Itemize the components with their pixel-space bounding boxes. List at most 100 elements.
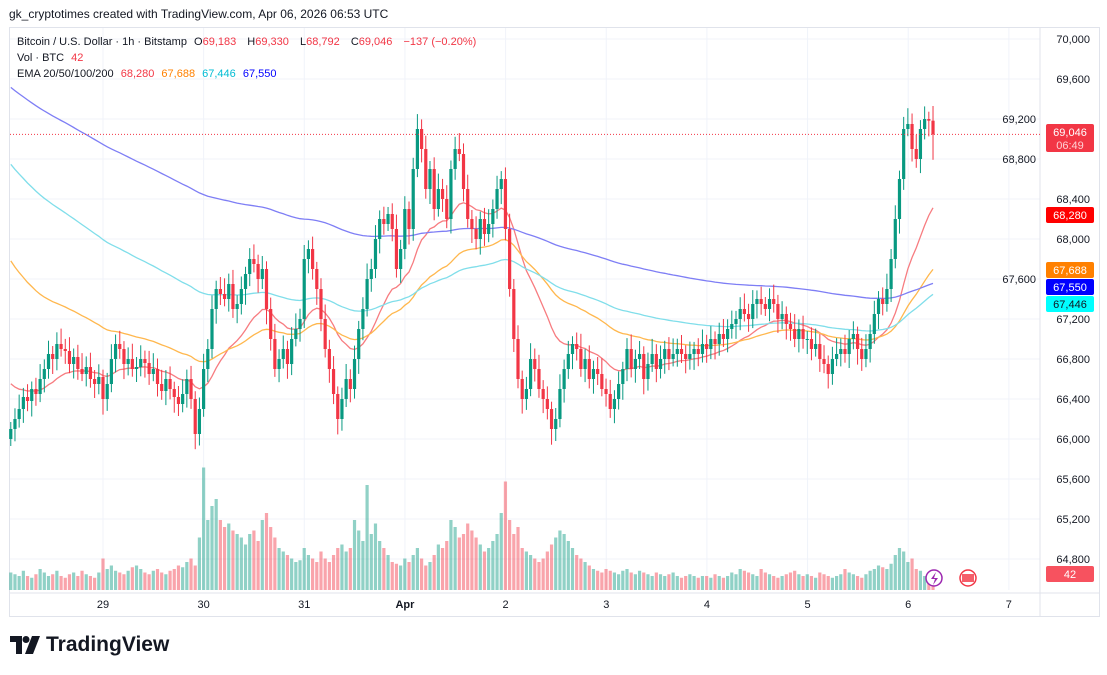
chart-pane[interactable] <box>9 27 1100 617</box>
tradingview-logo[interactable]: TradingView <box>10 633 169 657</box>
candle <box>315 261 319 305</box>
candle-body <box>746 314 751 319</box>
candle-body <box>46 354 51 369</box>
candle <box>679 335 684 363</box>
candle <box>277 349 281 383</box>
candle <box>885 273 889 312</box>
candle <box>390 203 394 242</box>
volume-bar <box>533 558 537 590</box>
candle-body <box>424 149 428 189</box>
candle <box>306 240 311 274</box>
candle-body <box>491 209 495 224</box>
candle <box>197 397 202 446</box>
candle-body <box>331 369 336 394</box>
volume-bar <box>46 576 51 590</box>
candle-body <box>202 369 206 409</box>
candle-body <box>642 354 646 379</box>
candle <box>726 319 730 353</box>
volume-bar <box>633 574 637 590</box>
candle <box>755 290 759 319</box>
candle <box>139 345 143 377</box>
candle <box>336 386 340 435</box>
candle-body <box>403 209 407 249</box>
candle-body <box>692 349 696 354</box>
candle-body <box>713 339 717 344</box>
volume-bar <box>671 572 675 590</box>
volume-bar <box>889 563 893 590</box>
volume-bar <box>503 481 508 590</box>
volume-bar <box>407 562 411 590</box>
volume-bar <box>474 537 478 590</box>
candle-body <box>453 149 457 169</box>
candle-body <box>348 379 352 389</box>
date-tick-label: Apr <box>395 599 415 611</box>
volume-bar <box>382 548 386 590</box>
candle-body <box>751 304 755 319</box>
ema-legend[interactable]: EMA 20/50/100/200 68,280 67,688 67,446 6… <box>17 68 281 80</box>
candle-body <box>906 124 910 129</box>
candle <box>604 378 608 407</box>
volume-bar <box>700 576 705 590</box>
candle <box>839 338 843 367</box>
volume-bar <box>206 520 210 590</box>
candle-body <box>344 379 348 399</box>
volume-bar <box>38 569 42 590</box>
candle-body <box>306 249 311 259</box>
candle-body <box>25 397 30 401</box>
volume-bar <box>294 562 298 590</box>
symbol-name: Bitcoin / U.S. Dollar · 1h · Bitstamp <box>17 36 187 48</box>
candle <box>642 346 646 395</box>
candle <box>440 178 445 212</box>
candle-body <box>684 354 688 359</box>
volume-bar <box>327 562 331 590</box>
candle <box>30 381 34 417</box>
candle <box>814 328 818 357</box>
candle <box>453 136 457 180</box>
candle <box>248 248 252 287</box>
volume-bar <box>738 569 742 590</box>
volume-bar <box>872 569 876 590</box>
candle-body <box>730 324 734 329</box>
volume-bar <box>269 527 273 590</box>
candle-body <box>776 304 780 319</box>
candle <box>331 356 336 405</box>
candle <box>822 345 826 374</box>
candle <box>688 341 692 370</box>
volume-bar <box>491 541 495 590</box>
candle <box>788 312 793 341</box>
volume-bar <box>80 570 84 590</box>
candle <box>906 108 910 137</box>
volume-bar <box>348 548 352 590</box>
candle-body <box>168 379 172 389</box>
candle <box>667 337 671 371</box>
candle-body <box>55 344 59 359</box>
candle-body <box>876 299 881 314</box>
candle-body <box>155 369 160 384</box>
volume-bar <box>172 569 176 590</box>
volume-bar <box>784 574 788 590</box>
candle <box>382 206 386 235</box>
candle <box>51 346 55 374</box>
candle <box>528 343 533 397</box>
candle <box>763 297 767 316</box>
candle-body <box>466 189 470 219</box>
candle <box>445 185 449 229</box>
ema100-badge-bg <box>1046 296 1094 312</box>
candle <box>340 387 344 431</box>
symbol-legend[interactable]: Bitcoin / U.S. Dollar · 1h · Bitstamp O6… <box>17 36 480 48</box>
candle <box>491 199 495 238</box>
candle <box>835 338 839 367</box>
candle <box>399 239 403 283</box>
candle <box>478 211 482 255</box>
volume-bar <box>101 558 105 590</box>
candle <box>269 297 273 351</box>
candle-body <box>101 377 105 399</box>
candle <box>428 161 432 204</box>
volume-bar <box>499 513 503 590</box>
price-tick-label: 65,200 <box>1056 514 1090 526</box>
volume-legend[interactable]: Vol · BTC 42 <box>17 52 87 64</box>
candle-body <box>290 339 294 364</box>
candle <box>709 326 713 360</box>
ohlc-open: O69,183 <box>194 36 240 48</box>
